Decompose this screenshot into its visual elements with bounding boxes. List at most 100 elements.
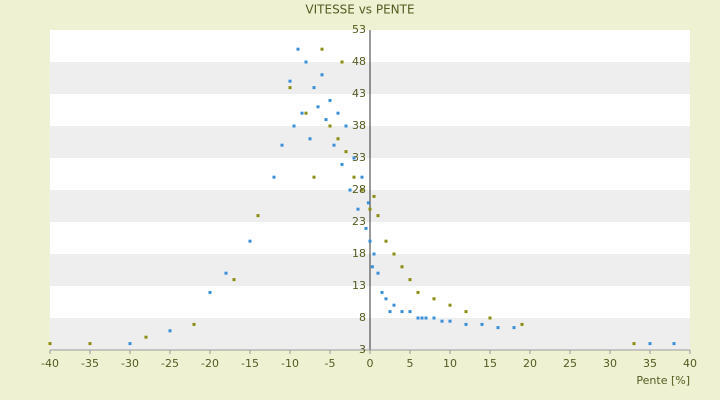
data-point xyxy=(280,143,284,147)
data-point xyxy=(432,316,436,320)
data-point xyxy=(320,47,324,51)
data-point xyxy=(672,342,676,346)
x-tick-label: 0 xyxy=(367,357,374,370)
data-point xyxy=(144,335,148,339)
data-point xyxy=(340,60,344,64)
data-point xyxy=(48,342,52,346)
data-point xyxy=(328,124,332,128)
data-point xyxy=(356,207,360,211)
chart-title: VITESSE vs PENTE xyxy=(305,3,414,17)
data-point xyxy=(352,175,356,179)
data-point xyxy=(336,137,340,141)
data-point xyxy=(448,303,452,307)
data-point xyxy=(416,290,420,294)
data-point xyxy=(376,214,380,218)
data-point xyxy=(316,105,320,109)
data-point xyxy=(304,111,308,115)
data-point xyxy=(224,271,228,275)
x-tick-label: 40 xyxy=(683,357,697,370)
data-point xyxy=(128,342,132,346)
data-point xyxy=(344,150,348,154)
data-point xyxy=(312,175,316,179)
data-point xyxy=(448,319,452,323)
y-tick-label: 3 xyxy=(359,343,366,356)
data-point xyxy=(348,188,352,192)
data-point xyxy=(432,297,436,301)
x-tick-label: 35 xyxy=(643,357,657,370)
data-point xyxy=(88,342,92,346)
data-point xyxy=(380,290,384,294)
x-tick-label: 5 xyxy=(407,357,414,370)
data-point xyxy=(360,188,364,192)
data-point xyxy=(384,297,388,301)
data-point xyxy=(232,278,236,282)
y-tick-label: 43 xyxy=(352,87,366,100)
data-point xyxy=(480,322,484,326)
x-tick-label: -20 xyxy=(201,357,219,370)
data-point xyxy=(376,271,380,275)
data-point xyxy=(332,143,336,147)
data-point xyxy=(248,239,252,243)
data-point xyxy=(368,207,372,211)
data-point xyxy=(300,111,304,115)
data-point xyxy=(192,322,196,326)
x-tick-label: 20 xyxy=(523,357,537,370)
data-point xyxy=(400,310,404,314)
data-point xyxy=(344,124,348,128)
x-tick-label: 25 xyxy=(563,357,577,370)
data-point xyxy=(296,47,300,51)
x-axis-label: Pente [%] xyxy=(636,374,690,387)
data-point xyxy=(520,322,524,326)
data-point xyxy=(324,118,328,122)
data-point xyxy=(368,239,372,243)
y-tick-label: 38 xyxy=(352,119,366,132)
data-point xyxy=(496,326,500,330)
x-tick-label: -35 xyxy=(81,357,99,370)
y-tick-label: 53 xyxy=(352,23,366,36)
y-tick-label: 13 xyxy=(352,279,366,292)
data-point xyxy=(632,342,636,346)
data-point xyxy=(272,175,276,179)
x-tick-label: -30 xyxy=(121,357,139,370)
data-point xyxy=(464,310,468,314)
x-tick-label: -25 xyxy=(161,357,179,370)
x-tick-label: -15 xyxy=(241,357,259,370)
data-point xyxy=(512,326,516,330)
data-point xyxy=(408,310,412,314)
data-point xyxy=(288,79,292,83)
data-point xyxy=(288,86,292,90)
x-tick-label: 15 xyxy=(483,357,497,370)
data-point xyxy=(320,73,324,77)
y-tick-label: 8 xyxy=(359,311,366,324)
data-point xyxy=(292,124,296,128)
data-point xyxy=(364,226,368,230)
data-point xyxy=(328,98,332,102)
data-point xyxy=(400,265,404,269)
data-point xyxy=(372,194,376,198)
data-point xyxy=(488,316,492,320)
data-point xyxy=(336,111,340,115)
data-point xyxy=(304,60,308,64)
data-point xyxy=(416,316,420,320)
data-point xyxy=(392,303,396,307)
x-tick-label: -40 xyxy=(41,357,59,370)
data-point xyxy=(208,290,212,294)
data-point xyxy=(440,319,444,323)
data-point xyxy=(360,175,364,179)
data-point xyxy=(420,316,424,320)
data-point xyxy=(340,162,344,166)
data-point xyxy=(648,342,652,346)
x-tick-label: 30 xyxy=(603,357,617,370)
x-tick-label: -10 xyxy=(281,357,299,370)
data-point xyxy=(256,214,260,218)
data-point xyxy=(366,201,370,205)
y-tick-label: 23 xyxy=(352,215,366,228)
data-point xyxy=(464,322,468,326)
data-point xyxy=(168,329,172,333)
data-point xyxy=(392,252,396,256)
y-tick-label: 48 xyxy=(352,55,366,68)
y-tick-label: 33 xyxy=(352,151,366,164)
data-point xyxy=(384,239,388,243)
data-point xyxy=(312,86,316,90)
